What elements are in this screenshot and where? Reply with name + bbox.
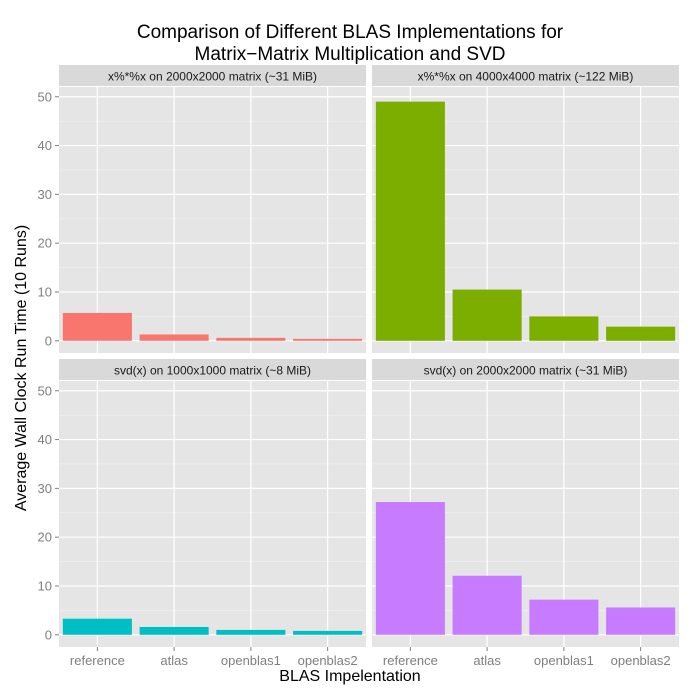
y-tick-label: 30 xyxy=(38,187,52,202)
x-axis-label: BLAS Impelentation xyxy=(279,668,421,685)
bar-atlas xyxy=(139,626,209,635)
y-tick-label: 0 xyxy=(45,333,52,348)
bar-reference xyxy=(62,618,132,635)
bar-openblas1 xyxy=(216,629,286,635)
bar-atlas xyxy=(452,289,522,341)
chart-title-line1: Comparison of Different BLAS Implementat… xyxy=(136,22,564,43)
facet-strip xyxy=(372,65,679,86)
y-axis-label: Average Wall Clock Run Time (10 Runs) xyxy=(13,224,30,512)
y-tick-label: 50 xyxy=(38,89,52,104)
bar-reference xyxy=(375,502,445,635)
x-tick-label: atlas xyxy=(160,653,188,668)
x-tick-label: openblas2 xyxy=(298,653,358,668)
x-tick-label: atlas xyxy=(473,653,501,668)
facet-strip xyxy=(59,359,366,380)
facet-title: svd(x) on 2000x2000 matrix (~31 MiB) xyxy=(424,364,628,378)
bar-atlas xyxy=(139,334,209,341)
facet-strip xyxy=(372,359,679,380)
x-tick-label: reference xyxy=(383,653,438,668)
x-tick-label: openblas1 xyxy=(534,653,594,668)
bar-openblas2 xyxy=(293,630,363,635)
bar-openblas2 xyxy=(293,338,363,341)
x-tick-label: reference xyxy=(70,653,125,668)
bar-openblas1 xyxy=(529,316,599,341)
bar-openblas2 xyxy=(606,607,676,635)
facet-title: x%*%x on 4000x4000 matrix (~122 MiB) xyxy=(418,70,634,84)
y-tick-label: 10 xyxy=(38,578,52,593)
y-tick-label: 20 xyxy=(38,236,52,251)
x-tick-label: openblas2 xyxy=(611,653,671,668)
bar-reference xyxy=(62,312,132,341)
facet-title: x%*%x on 2000x2000 matrix (~31 MiB) xyxy=(108,70,317,84)
y-tick-label: 40 xyxy=(38,432,52,447)
y-tick-label: 30 xyxy=(38,481,52,496)
bar-reference xyxy=(375,101,445,341)
bar-openblas1 xyxy=(216,337,286,341)
facet-title: svd(x) on 1000x1000 matrix (~8 MiB) xyxy=(114,364,311,378)
bar-openblas1 xyxy=(529,599,599,635)
bar-openblas2 xyxy=(606,326,676,341)
y-tick-label: 0 xyxy=(45,627,52,642)
panel-background xyxy=(59,87,366,353)
x-tick-label: openblas1 xyxy=(221,653,281,668)
panel-background xyxy=(59,381,366,647)
y-tick-label: 40 xyxy=(38,138,52,153)
chart-title-line2: Matrix−Matrix Multiplication and SVD xyxy=(194,44,506,65)
facet-strip xyxy=(59,65,366,86)
y-tick-label: 10 xyxy=(38,284,52,299)
y-tick-label: 50 xyxy=(38,383,52,398)
bar-atlas xyxy=(452,575,522,635)
y-tick-label: 20 xyxy=(38,530,52,545)
